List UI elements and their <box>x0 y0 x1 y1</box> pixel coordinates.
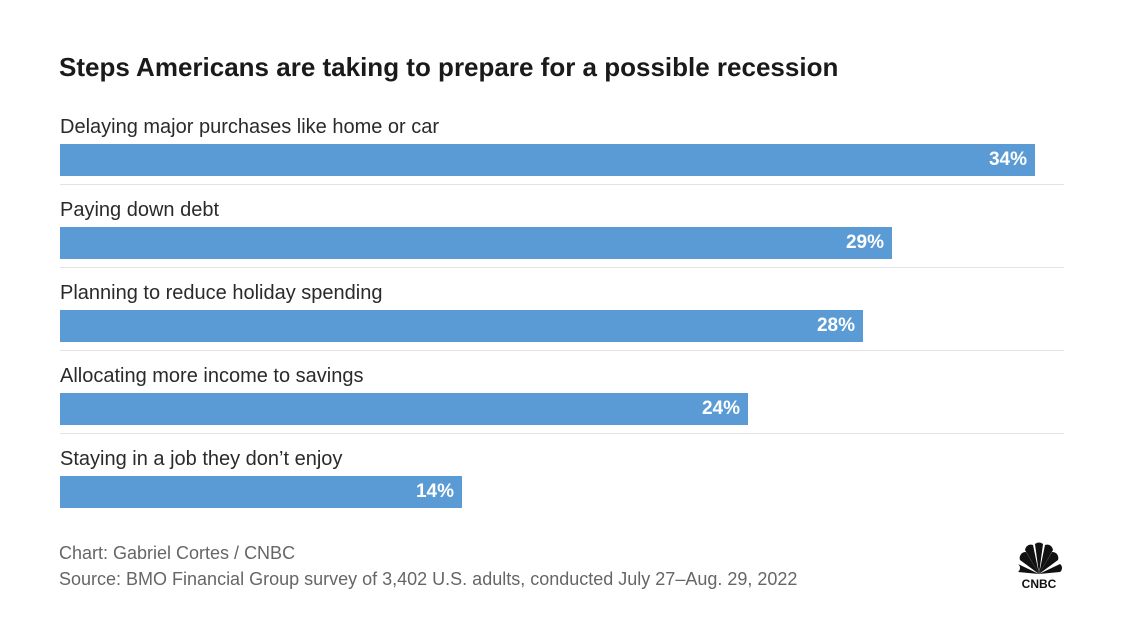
category-label: Paying down debt <box>60 199 220 221</box>
cnbc-logo-text: CNBC <box>1022 577 1057 590</box>
bar-value-label: 14% <box>415 481 454 502</box>
bar-row: Allocating more income to savings 24% <box>60 365 1064 448</box>
row-divider <box>60 184 1064 185</box>
row-divider <box>60 350 1064 351</box>
chart-credit: Chart: Gabriel Cortes / CNBC <box>59 543 296 563</box>
bar-value-label: 34% <box>988 149 1027 170</box>
cnbc-logo-icon: CNBC <box>1018 542 1062 590</box>
bar: 24% <box>60 393 748 425</box>
category-label: Staying in a job they don’t enjoy <box>60 448 343 470</box>
bar: 14% <box>60 476 462 508</box>
category-label: Allocating more income to savings <box>60 365 364 387</box>
bar-row: Staying in a job they don’t enjoy 14% <box>60 448 1064 531</box>
bar-value-label: 29% <box>845 232 884 253</box>
chart-title: Steps Americans are taking to prepare fo… <box>59 52 839 82</box>
bar-chart: Delaying major purchases like home or ca… <box>60 0 1064 640</box>
bar-value-label: 24% <box>701 398 740 419</box>
bar-row: Paying down debt 29% <box>60 199 1064 282</box>
bar: 34% <box>60 144 1035 176</box>
row-divider <box>60 433 1064 434</box>
bar: 28% <box>60 310 863 342</box>
bar-value-label: 28% <box>816 315 855 336</box>
bar-row: Planning to reduce holiday spending 28% <box>60 282 1064 365</box>
bar-row: Delaying major purchases like home or ca… <box>60 116 1064 199</box>
row-divider <box>60 267 1064 268</box>
bar: 29% <box>60 227 892 259</box>
chart-source: Source: BMO Financial Group survey of 3,… <box>59 569 798 589</box>
category-label: Delaying major purchases like home or ca… <box>60 116 440 138</box>
category-label: Planning to reduce holiday spending <box>60 282 383 304</box>
